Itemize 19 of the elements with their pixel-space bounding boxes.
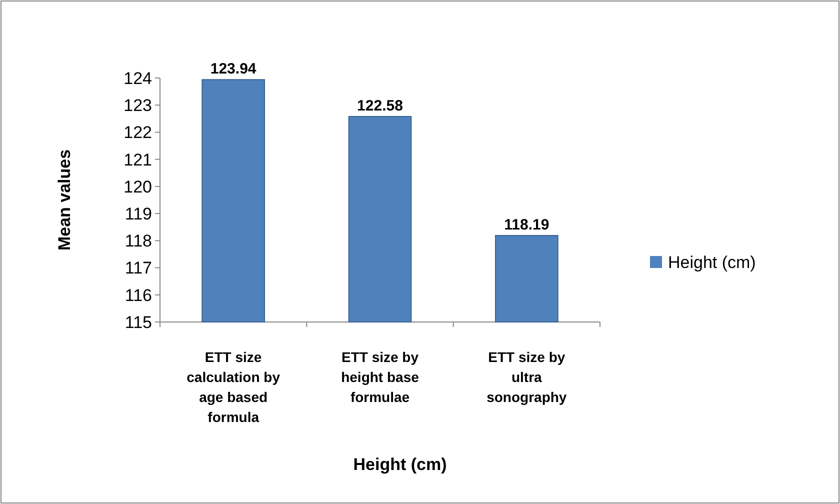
- y-tick-label: 117: [124, 258, 152, 278]
- y-tick-label: 115: [124, 312, 152, 332]
- y-tick-label: 120: [124, 177, 152, 196]
- data-label: 118.19: [504, 216, 550, 234]
- y-tick-label: 119: [124, 204, 152, 224]
- x-tick-label: ETT size calculation by age based formula: [186, 349, 280, 425]
- legend-label: Height (cm): [668, 252, 756, 272]
- y-axis-title: Mean values: [55, 149, 74, 251]
- x-tick-label: ETT size by height base formulae: [341, 349, 420, 405]
- x-tick-label: ETT size by ultra sonography: [486, 349, 567, 405]
- data-label: 122.58: [357, 98, 403, 114]
- y-tick-label: 123: [124, 96, 152, 116]
- y-tick-label: 121: [124, 150, 152, 170]
- y-tick-label: 116: [124, 286, 152, 305]
- data-label: 123.94: [210, 60, 257, 78]
- x-axis-title: Height (cm): [353, 455, 447, 474]
- y-tick-label: 124: [124, 68, 152, 88]
- y-tick-label: 118: [124, 232, 152, 251]
- y-tick-label: 122: [124, 123, 152, 142]
